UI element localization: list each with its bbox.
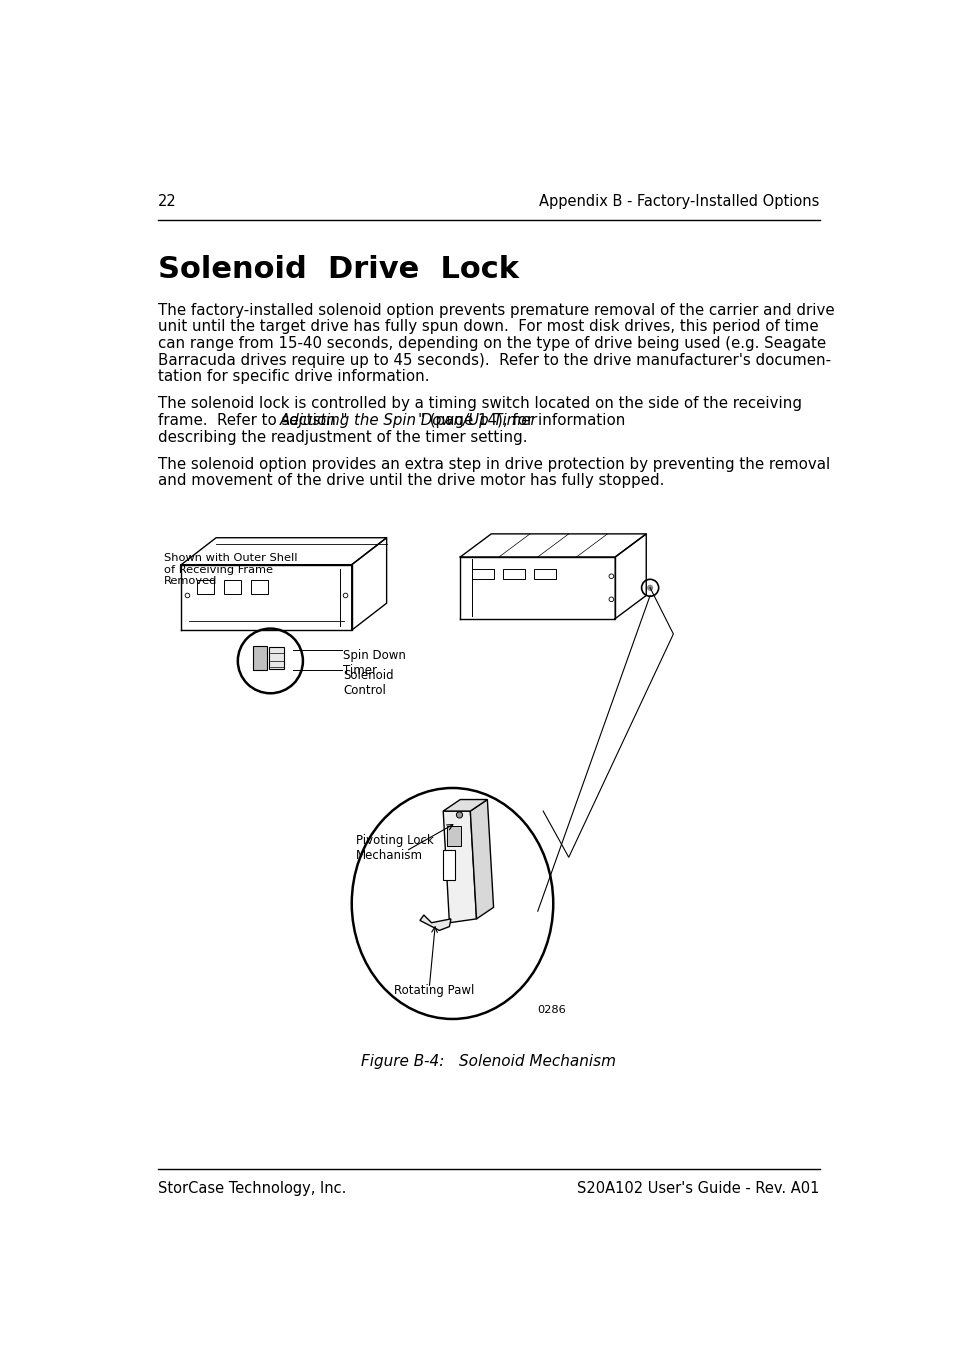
Text: Adjusting the Spin Down/Up Timer: Adjusting the Spin Down/Up Timer — [279, 413, 537, 428]
Bar — [269, 648, 284, 668]
Bar — [502, 568, 524, 579]
Text: Appendix B - Factory-Installed Options: Appendix B - Factory-Installed Options — [538, 194, 819, 209]
Text: Solenoid
Control: Solenoid Control — [343, 668, 394, 697]
Text: Solenoid  Drive  Lock: Solenoid Drive Lock — [158, 255, 518, 285]
Text: frame.  Refer to section ": frame. Refer to section " — [158, 413, 347, 428]
Text: " (page 14), for information: " (page 14), for information — [417, 413, 624, 428]
Text: The solenoid option provides an extra step in drive protection by preventing the: The solenoid option provides an extra st… — [158, 457, 829, 472]
Text: Spin Down
Timer: Spin Down Timer — [343, 649, 406, 676]
Circle shape — [646, 585, 653, 591]
Text: The factory-installed solenoid option prevents premature removal of the carrier : The factory-installed solenoid option pr… — [158, 303, 834, 318]
Bar — [224, 580, 241, 594]
Text: Pivoting Lock
Mechanism: Pivoting Lock Mechanism — [355, 834, 433, 862]
Text: Shown with Outer Shell
of Receiving Frame
Removed: Shown with Outer Shell of Receiving Fram… — [164, 553, 297, 586]
Bar — [253, 646, 267, 671]
Text: unit until the target drive has fully spun down.  For most disk drives, this per: unit until the target drive has fully sp… — [158, 319, 818, 334]
Text: StorCase Technology, Inc.: StorCase Technology, Inc. — [158, 1180, 346, 1195]
Text: Figure B-4:   Solenoid Mechanism: Figure B-4: Solenoid Mechanism — [361, 1054, 616, 1069]
Bar — [251, 580, 268, 594]
Text: and movement of the drive until the drive motor has fully stopped.: and movement of the drive until the driv… — [158, 474, 663, 489]
Bar — [196, 580, 213, 594]
Polygon shape — [419, 914, 451, 931]
Text: tation for specific drive information.: tation for specific drive information. — [158, 370, 429, 385]
Text: The solenoid lock is controlled by a timing switch located on the side of the re: The solenoid lock is controlled by a tim… — [158, 397, 801, 412]
Text: can range from 15-40 seconds, depending on the type of drive being used (e.g. Se: can range from 15-40 seconds, depending … — [158, 335, 825, 350]
Text: 0286: 0286 — [537, 1005, 566, 1016]
Bar — [447, 827, 460, 846]
Text: Barracuda drives require up to 45 seconds).  Refer to the drive manufacturer's d: Barracuda drives require up to 45 second… — [158, 353, 830, 367]
Polygon shape — [443, 850, 455, 880]
Polygon shape — [443, 810, 476, 923]
Polygon shape — [470, 799, 493, 919]
Text: describing the readjustment of the timer setting.: describing the readjustment of the timer… — [158, 430, 527, 445]
Bar — [534, 568, 555, 579]
Circle shape — [456, 812, 462, 819]
Text: Rotating Pawl: Rotating Pawl — [394, 984, 475, 998]
Bar — [472, 568, 493, 579]
Text: S20A102 User's Guide - Rev. A01: S20A102 User's Guide - Rev. A01 — [577, 1180, 819, 1195]
Text: 22: 22 — [158, 194, 176, 209]
Polygon shape — [443, 799, 487, 810]
